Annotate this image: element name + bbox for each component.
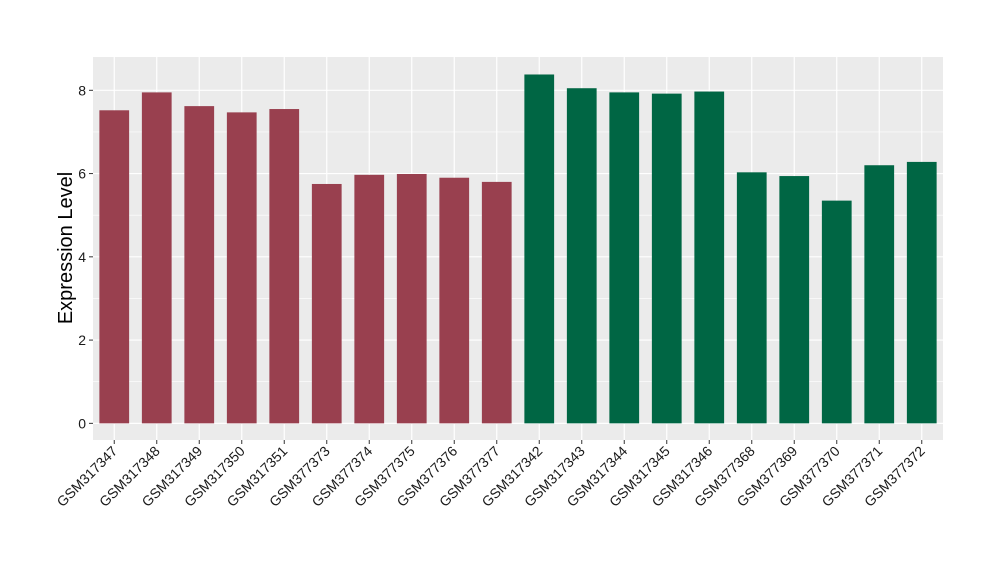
bar-GSM377370 — [821, 200, 852, 424]
bar-GSM377376 — [439, 177, 470, 424]
y-tick-label: 8 — [78, 82, 86, 98]
bar-GSM377368 — [736, 172, 767, 424]
bar-GSM317351 — [269, 109, 300, 424]
bar-GSM377369 — [779, 176, 810, 424]
bar-GSM377375 — [396, 173, 427, 424]
y-axis: 0 2 4 6 8 — [78, 82, 93, 431]
bar-GSM317350 — [226, 112, 257, 424]
bar-GSM317349 — [184, 106, 215, 424]
bar-GSM377372 — [906, 161, 937, 424]
bar-GSM317345 — [651, 93, 682, 424]
bar-GSM377377 — [481, 181, 512, 424]
bar-GSM317344 — [609, 92, 640, 424]
bar-GSM317346 — [694, 91, 725, 424]
bar-GSM317347 — [99, 110, 130, 424]
bar-GSM317343 — [566, 88, 597, 424]
y-tick-label: 4 — [78, 249, 86, 265]
y-tick-label: 2 — [78, 332, 86, 348]
bar-GSM317342 — [524, 74, 555, 424]
y-tick-label: 0 — [78, 415, 86, 431]
bar-GSM377373 — [311, 183, 342, 424]
y-axis-title: Expression Level — [55, 172, 77, 324]
plot-panel — [93, 57, 943, 440]
y-tick-label: 6 — [78, 166, 86, 182]
bar-GSM317348 — [141, 92, 172, 424]
x-axis: GSM317347GSM317348GSM317349GSM317350GSM3… — [53, 440, 928, 510]
bar-GSM377371 — [864, 165, 895, 424]
bars — [99, 74, 937, 424]
bar-GSM377374 — [354, 174, 385, 424]
